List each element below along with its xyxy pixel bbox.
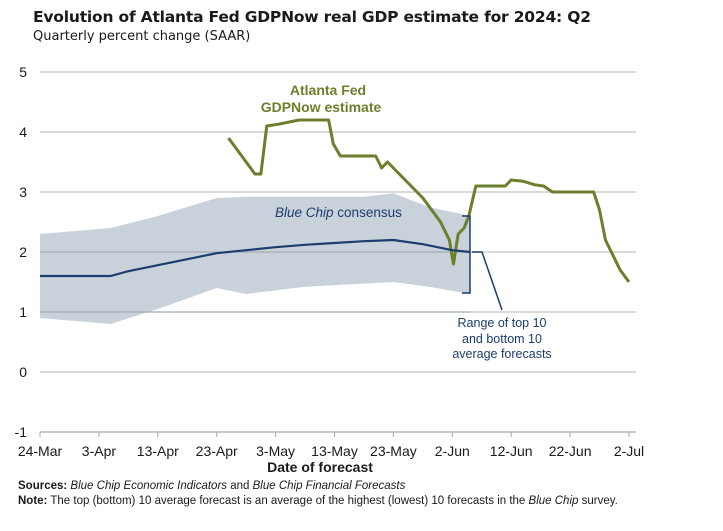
x-tick-label: 3-May [256, 443, 295, 459]
x-tick-label: 22-Jun [549, 443, 592, 459]
y-tick-label: 5 [19, 64, 27, 80]
x-tick-label: 13-May [311, 443, 358, 459]
y-tick-label: 1 [19, 304, 27, 320]
y-tick-label: 2 [19, 244, 27, 260]
consensus-label: Blue Chip consensus [275, 205, 402, 220]
consensus-label-rest: consensus [334, 205, 403, 220]
sources-line: Sources: Blue Chip Economic Indicators a… [18, 479, 708, 494]
atlanta-fed-gdpnow-estimate-line [227, 118, 631, 283]
y-tick-label: -1 [15, 424, 28, 440]
gridlines [40, 71, 636, 433]
sources-label: Sources: [18, 480, 68, 492]
note-italic: Blue Chip [528, 495, 579, 507]
x-tick-label: 24-Mar [18, 443, 63, 459]
y-tick-label: 0 [19, 364, 27, 380]
chart-subtitle: Quarterly percent change (SAAR) [33, 29, 251, 44]
x-axis-label: Date of forecast [267, 459, 373, 475]
range-leader-line [472, 251, 503, 311]
gdpnow-label-line1: Atlanta Fed [290, 82, 366, 98]
series-layer [40, 118, 631, 324]
sources-and: and [227, 480, 253, 492]
x-tick-label: 13-Apr [137, 443, 179, 459]
note-text: The top (bottom) 10 average forecast is … [47, 495, 529, 507]
note-label: Note: [18, 495, 48, 507]
x-tick-label: 23-Apr [196, 443, 238, 459]
x-axis: 24-Mar 3-Apr 13-Apr 23-Apr 3-May 13-May 23-May… [18, 432, 644, 459]
note-line: Note: The top (bottom) 10 average foreca… [18, 494, 708, 509]
blue-chip-consensus-line [40, 238, 471, 278]
x-tick-label: 2-Jun [435, 443, 470, 459]
sources-italic-1: Blue Chip Economic Indicators [70, 480, 228, 492]
chart-title: Evolution of Atlanta Fed GDPNow real GDP… [33, 8, 591, 26]
footnotes: Sources: Blue Chip Economic Indicators a… [18, 479, 708, 509]
sources-italic-2: Blue Chip Financial Forecasts [252, 480, 406, 492]
range-bracket [462, 215, 471, 294]
x-tick-label: 2-Jul [614, 443, 644, 459]
y-axis: 5 4 3 2 1 0 -1 [15, 64, 28, 440]
x-tick-label: 3-Apr [82, 443, 117, 459]
range-label-line3: average forecasts [452, 347, 551, 361]
annotations: Atlanta Fed GDPNow estimate Blue Chip co… [261, 82, 552, 361]
gdpnow-label-line2: GDPNow estimate [261, 99, 382, 115]
range-band-area [40, 193, 470, 324]
note-end: survey. [578, 495, 618, 507]
consensus-label-italic: Blue Chip [275, 205, 334, 220]
range-label-line1: Range of top 10 [458, 316, 547, 330]
range-label-line2: and bottom 10 [462, 332, 542, 346]
y-tick-label: 3 [19, 184, 27, 200]
x-tick-label: 12-Jun [490, 443, 533, 459]
y-tick-label: 4 [19, 124, 27, 140]
x-tick-label: 23-May [370, 443, 417, 459]
